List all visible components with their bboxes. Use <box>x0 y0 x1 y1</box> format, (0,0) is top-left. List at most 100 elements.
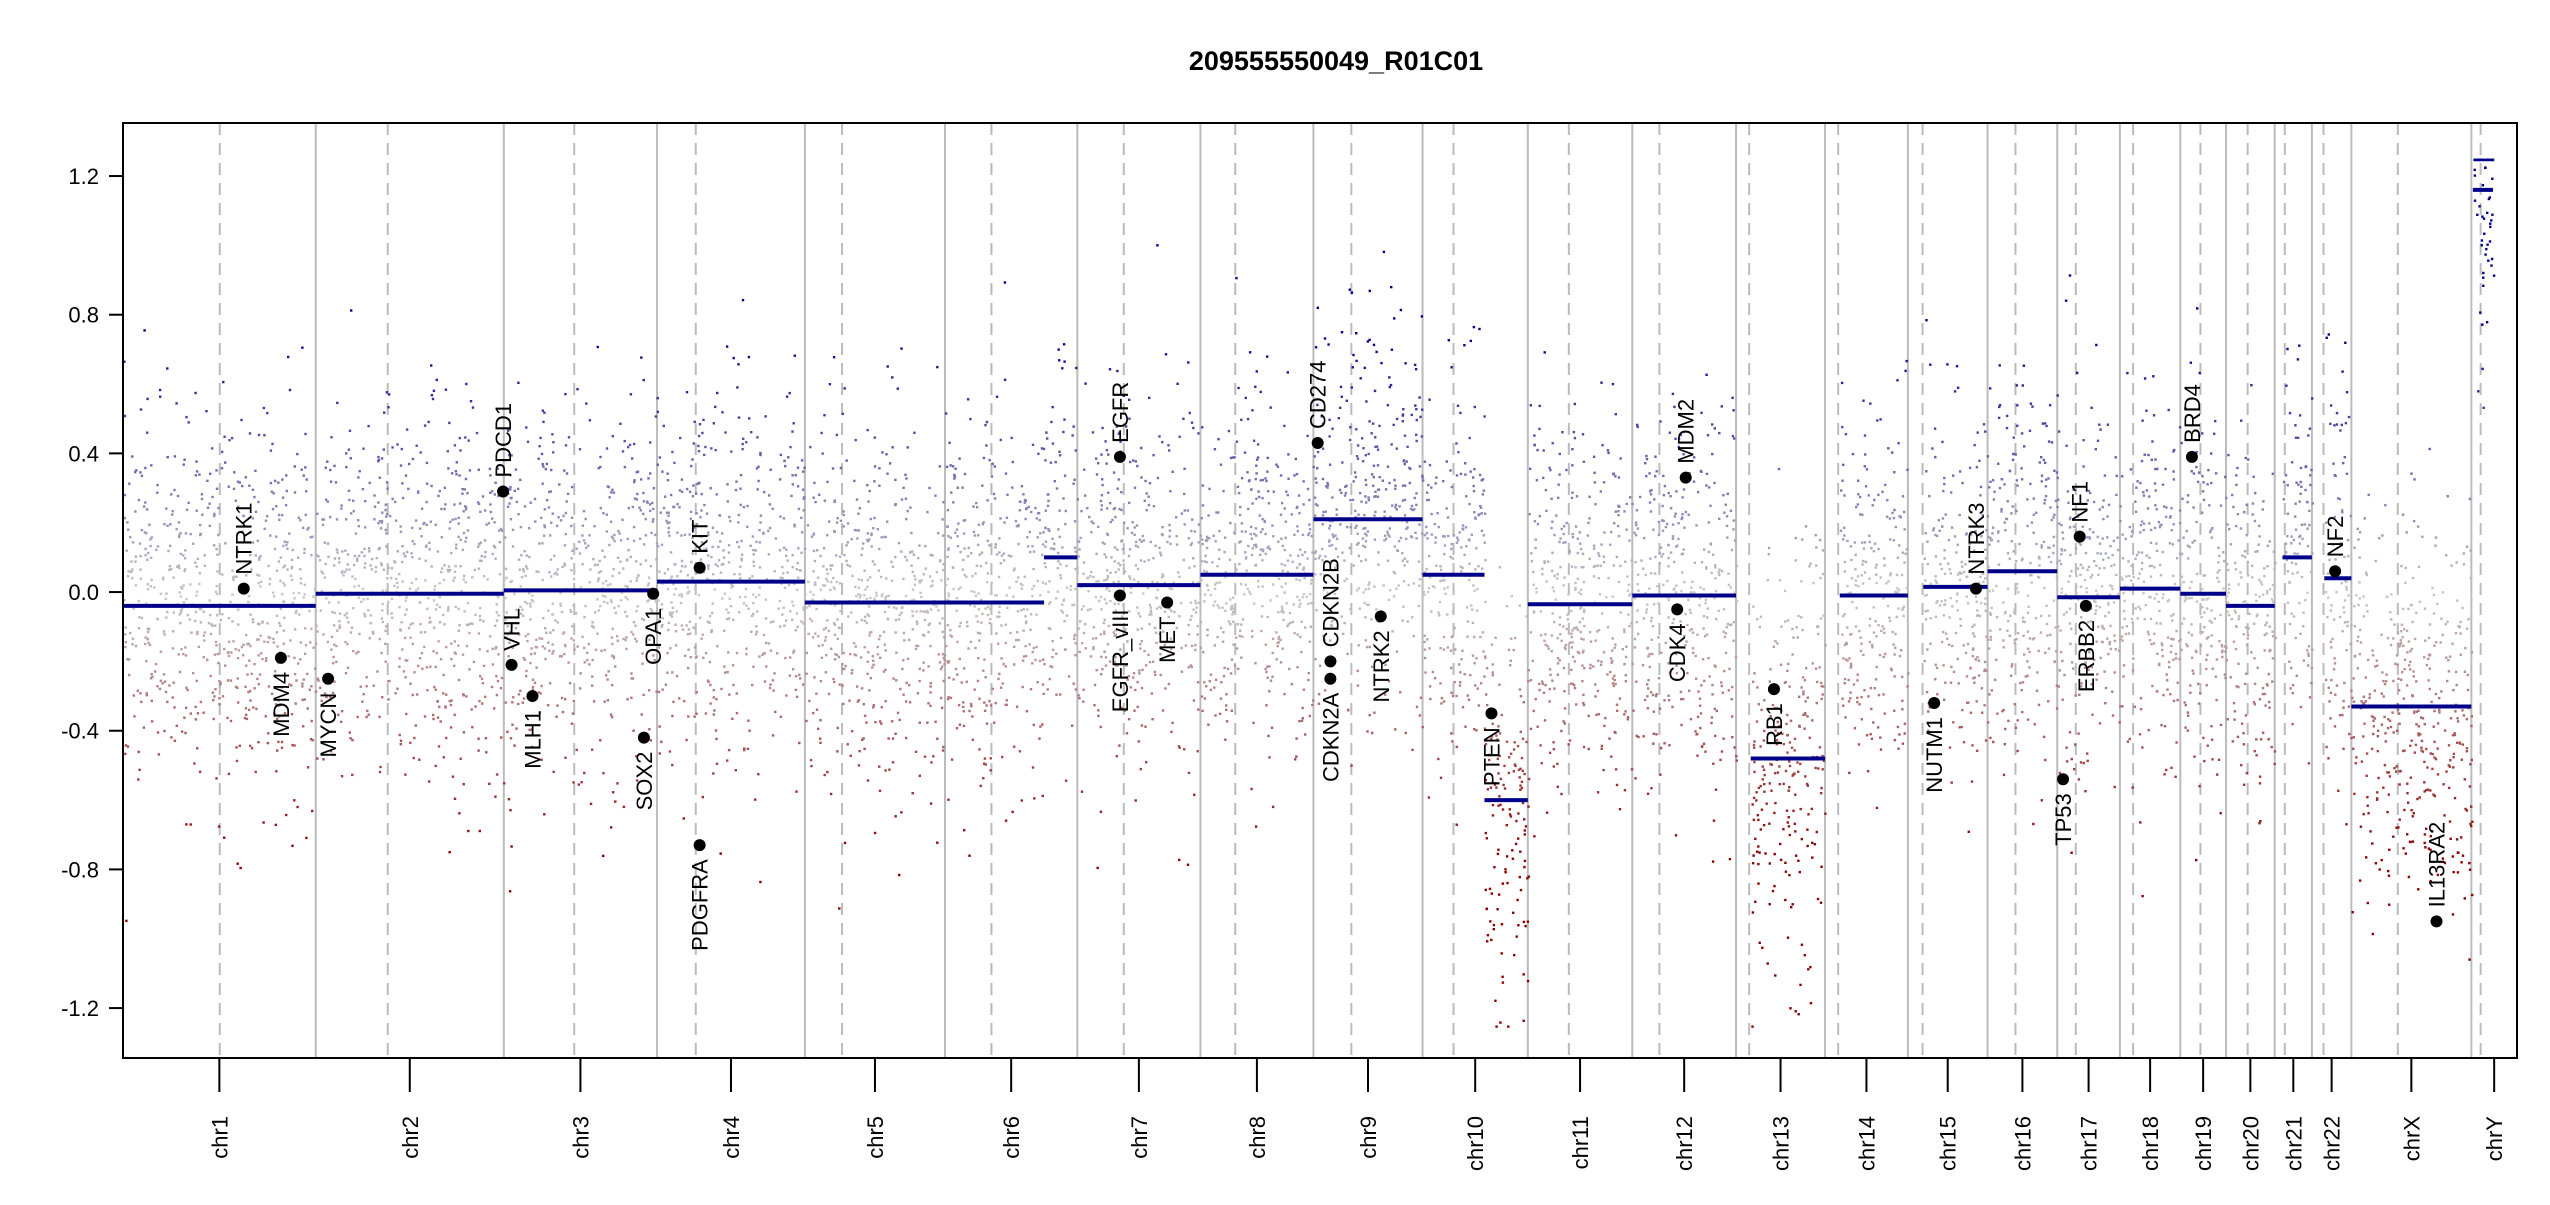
probe-point <box>799 677 801 679</box>
probe-point <box>892 761 894 763</box>
probe-point <box>1588 496 1590 498</box>
probe-point <box>330 481 332 483</box>
probe-point <box>982 523 984 525</box>
probe-point <box>1589 631 1591 633</box>
probe-point <box>412 622 414 624</box>
probe-point <box>755 633 757 635</box>
probe-point <box>204 554 206 556</box>
probe-point <box>1617 514 1619 516</box>
probe-point <box>415 578 417 580</box>
probe-point <box>1561 528 1563 530</box>
probe-point <box>1618 535 1620 537</box>
probe-point <box>957 487 959 489</box>
probe-point <box>472 406 474 408</box>
probe-point <box>1006 594 1008 596</box>
probe-point <box>655 415 657 417</box>
probe-point <box>590 803 592 805</box>
probe-point <box>989 622 991 624</box>
probe-point <box>470 400 472 402</box>
probe-point <box>955 668 957 670</box>
probe-point <box>843 525 845 527</box>
probe-point <box>739 573 741 575</box>
probe-point <box>915 648 917 650</box>
probe-point <box>1255 534 1257 536</box>
probe-point <box>338 557 340 559</box>
probe-point <box>400 629 402 631</box>
probe-point <box>1137 568 1139 570</box>
probe-point <box>300 641 302 643</box>
probe-point <box>1042 658 1044 660</box>
probe-point <box>176 725 178 727</box>
probe-point <box>851 672 853 674</box>
probe-point <box>209 614 211 616</box>
probe-point <box>147 638 149 640</box>
probe-point <box>785 549 787 551</box>
probe-point <box>1239 514 1241 516</box>
probe-point <box>257 654 259 656</box>
probe-point <box>746 526 748 528</box>
probe-point <box>615 612 617 614</box>
probe-point <box>1574 687 1576 689</box>
probe-point <box>1012 595 1014 597</box>
probe-point <box>484 539 486 541</box>
probe-point <box>1623 628 1625 630</box>
probe-point <box>1239 630 1241 632</box>
probe-point <box>497 653 499 655</box>
probe-point <box>1474 406 1476 408</box>
probe-point <box>1197 432 1199 434</box>
probe-point <box>567 661 569 663</box>
probe-point <box>340 589 342 591</box>
probe-point <box>345 466 347 468</box>
probe-point <box>1557 786 1559 788</box>
probe-point <box>1191 518 1193 520</box>
probe-point <box>439 582 441 584</box>
probe-point <box>488 783 490 785</box>
probe-point <box>398 606 400 608</box>
probe-point <box>436 652 438 654</box>
probe-point <box>1364 533 1366 535</box>
probe-point <box>181 587 183 589</box>
probe-point <box>550 575 552 577</box>
probe-point <box>375 571 377 573</box>
probe-point <box>332 656 334 658</box>
probe-point <box>1142 535 1144 537</box>
probe-point <box>1501 714 1503 716</box>
probe-point <box>1173 611 1175 613</box>
probe-point <box>1267 677 1269 679</box>
probe-point <box>396 688 398 690</box>
probe-point <box>1020 609 1022 611</box>
probe-point <box>293 597 295 599</box>
probe-point <box>381 603 383 605</box>
probe-point <box>1507 1025 1509 1027</box>
probe-point <box>1443 579 1445 581</box>
probe-point <box>1349 499 1351 501</box>
probe-point <box>1513 649 1515 651</box>
probe-point <box>1427 591 1429 593</box>
probe-point <box>1357 684 1359 686</box>
probe-point <box>246 718 248 720</box>
probe-point <box>663 425 665 427</box>
probe-point <box>1499 1021 1501 1023</box>
probe-point <box>1345 492 1347 494</box>
probe-point <box>542 579 544 581</box>
probe-point <box>927 631 929 633</box>
probe-point <box>1519 851 1521 853</box>
probe-point <box>547 704 549 706</box>
probe-point <box>1464 473 1466 475</box>
probe-point <box>877 653 879 655</box>
probe-point <box>768 553 770 555</box>
probe-point <box>701 493 703 495</box>
probe-point <box>486 650 488 652</box>
probe-point <box>1450 732 1452 734</box>
probe-point <box>494 796 496 798</box>
probe-point <box>785 694 787 696</box>
probe-point <box>1101 494 1103 496</box>
probe-point <box>805 720 807 722</box>
probe-point <box>1474 684 1476 686</box>
probe-point <box>868 615 870 617</box>
probe-point <box>1265 643 1267 645</box>
probe-point <box>645 534 647 536</box>
probe-point <box>133 694 135 696</box>
probe-point <box>1530 728 1532 730</box>
probe-point <box>523 570 525 572</box>
